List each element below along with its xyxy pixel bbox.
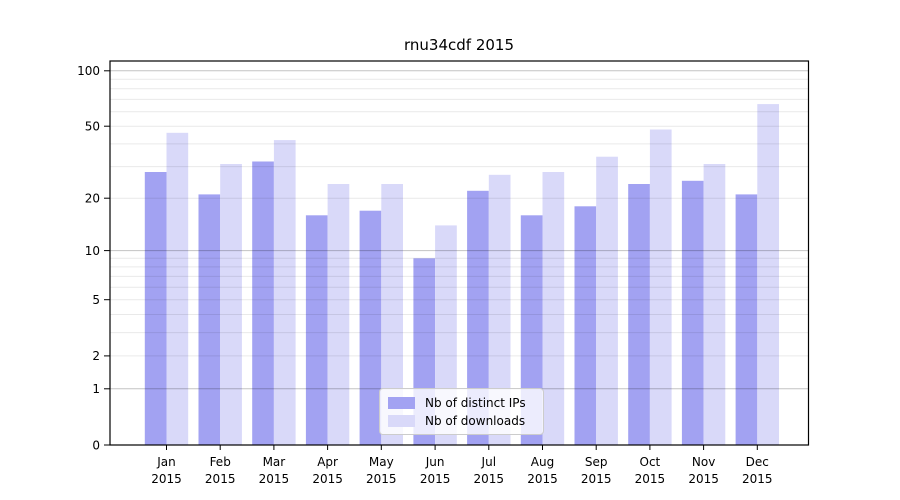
legend-swatch-downloads [388,415,415,427]
x-tick-label-month-feb: Feb [210,455,231,469]
y-tick-label-1: 1 [92,382,100,396]
bar-distinct-ips-mar [252,161,274,445]
x-tick-label-month-may: May [369,455,394,469]
x-tick-label-month-jul: Jul [481,455,496,469]
bar-downloads-dec [757,104,779,445]
x-tick-label-month-mar: Mar [263,455,286,469]
x-tick-label-year-jun: 2015 [420,472,451,486]
y-tick-label-5: 5 [92,293,100,307]
x-tick-label-year-jul: 2015 [474,472,505,486]
x-tick-label-month-dec: Dec [746,455,769,469]
bar-downloads-aug [542,172,565,445]
x-tick-label-year-apr: 2015 [312,472,343,486]
legend-swatch-distinct-ips [388,397,415,409]
x-tick-label-month-apr: Apr [317,455,338,469]
y-tick-label-0: 0 [92,438,100,452]
x-tick-label-year-feb: 2015 [205,472,236,486]
x-tick-label-year-oct: 2015 [635,472,666,486]
bar-downloads-nov [703,164,726,445]
x-tick-label-year-aug: 2015 [527,472,558,486]
bar-downloads-may [381,184,403,445]
bar-downloads-oct [649,129,672,445]
y-tick-label-50: 50 [85,120,100,134]
chart-title: rnu34cdf 2015 [404,36,514,54]
bar-distinct-ips-dec [735,194,758,445]
x-tick-label-year-may: 2015 [366,472,397,486]
bar-distinct-ips-oct [628,184,650,445]
bar-distinct-ips-jul [467,190,489,445]
x-tick-label-month-nov: Nov [692,455,715,469]
axes-spines [109,60,810,446]
x-tick-label-month-oct: Oct [640,455,661,469]
x-tick-label-month-aug: Aug [531,455,554,469]
x-tick-label-year-jan: 2015 [151,472,182,486]
bar-downloads-mar [273,140,296,445]
y-tick-label-10: 10 [85,244,100,258]
legend-item-distinct-ips: Nb of distinct IPs [388,394,535,412]
bar-downloads-jul [488,174,511,446]
x-tick-label-year-sep: 2015 [581,472,612,486]
bar-downloads-jan [166,132,189,446]
y-tick-label-100: 100 [77,64,100,78]
bar-downloads-feb [220,164,242,445]
x-tick-label-year-dec: 2015 [742,472,773,486]
bar-downloads-sep [596,156,618,445]
bar-distinct-ips-jan [144,172,167,445]
y-tick-label-2: 2 [92,349,100,363]
legend-item-downloads: Nb of downloads [388,412,535,430]
legend-label-downloads: Nb of downloads [425,414,526,428]
x-tick-label-year-mar: 2015 [259,472,290,486]
y-tick-label-20: 20 [85,192,100,206]
x-tick-label-month-jan: Jan [156,455,176,469]
x-tick-label-month-jun: Jun [425,455,445,469]
bar-distinct-ips-may [359,210,382,445]
x-tick-label-year-nov: 2015 [688,472,719,486]
bar-distinct-ips-nov [681,180,704,446]
legend: Nb of distinct IPs Nb of downloads [379,388,544,435]
x-tick-label-month-sep: Sep [585,455,608,469]
bar-distinct-ips-apr [305,215,328,445]
bar-distinct-ips-feb [198,194,221,445]
legend-label-distinct-ips: Nb of distinct IPs [425,396,526,410]
bar-distinct-ips-aug [520,215,543,445]
bar-distinct-ips-sep [574,206,597,445]
bar-downloads-apr [327,184,350,445]
